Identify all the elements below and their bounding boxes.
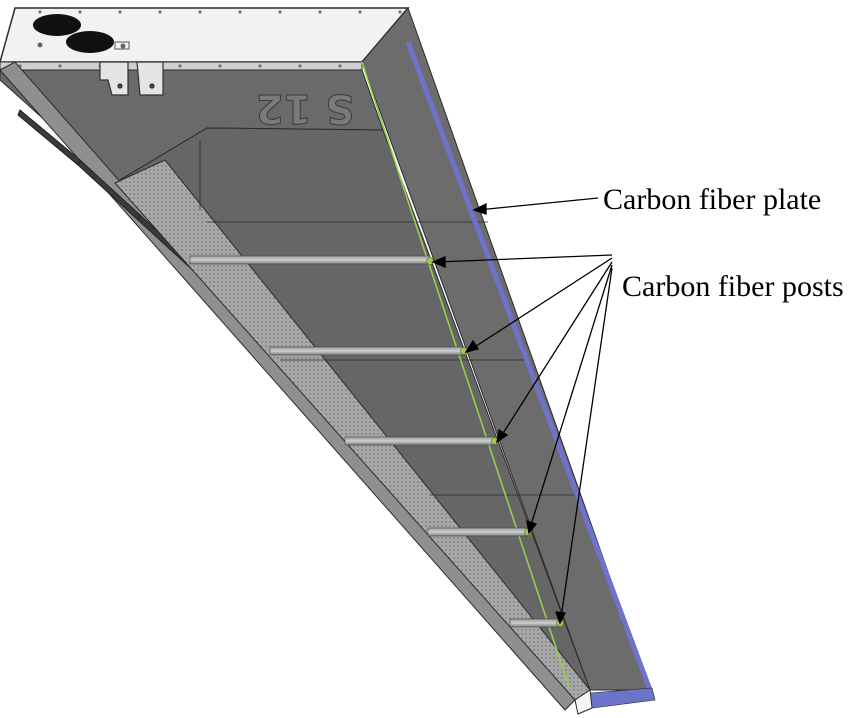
carbon-fiber-post (189, 255, 434, 265)
mounting-brackets (99, 61, 164, 96)
bottom-end-cap (574, 689, 593, 715)
engraved-number: S 12 (256, 85, 354, 131)
lid-rivets (18, 10, 402, 68)
top-box-lid (0, 7, 410, 71)
carbon-fiber-post (344, 436, 499, 446)
plate-inner-edge (361, 61, 571, 691)
carbon-fiber-posts-label: Carbon fiber posts (622, 270, 844, 303)
carbon-fiber-plate-label: Carbon fiber plate (603, 183, 822, 216)
callout-arrows (431, 197, 613, 625)
carbon-fiber-posts (189, 255, 564, 628)
carbon-fiber-post (509, 618, 564, 628)
carbon-fiber-post (427, 527, 532, 537)
carbon-fiber-post (269, 346, 468, 356)
lid-holes (33, 14, 130, 53)
